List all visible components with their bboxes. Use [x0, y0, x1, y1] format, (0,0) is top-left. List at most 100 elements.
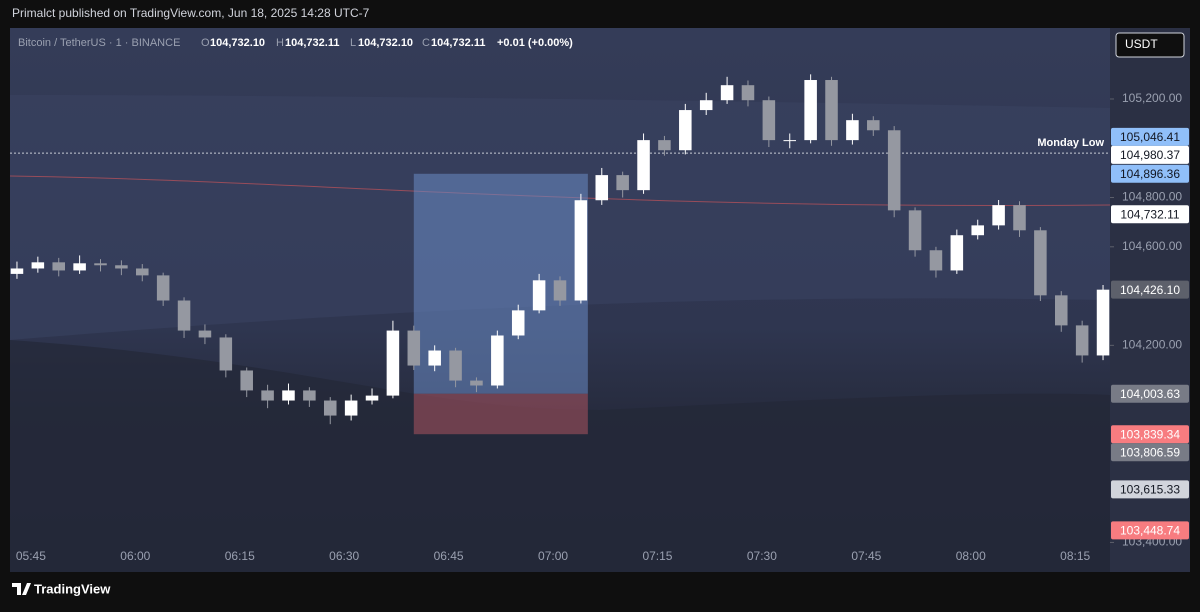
- candle-body: [846, 120, 859, 141]
- price-label-box: [1111, 425, 1189, 444]
- legend: Bitcoin / TetherUS · 1 · BINANCE O 104,7…: [18, 37, 573, 49]
- candle-body: [94, 263, 107, 266]
- candle-body: [156, 275, 170, 301]
- candle-body: [825, 80, 838, 141]
- x-tick-label: 07:15: [642, 549, 672, 563]
- price-label: 103,615.33: [1120, 483, 1180, 497]
- candle-body: [303, 390, 316, 401]
- candle-body: [783, 140, 797, 142]
- price-label: 104,896.36: [1120, 167, 1180, 181]
- candle-body: [992, 205, 1005, 226]
- ohlc-key: H: [276, 37, 284, 49]
- level-label: Monday Low: [1037, 137, 1104, 149]
- ohlc-value: 104,732.11: [431, 37, 485, 49]
- candle-body: [699, 100, 713, 111]
- change: +0.01 (+0.00%): [497, 37, 573, 49]
- ohlc-key: O: [201, 37, 210, 49]
- candle-body: [867, 120, 880, 131]
- y-tick-label: 104,800.00: [1122, 190, 1182, 204]
- candle-body: [950, 235, 964, 271]
- candle-body: [741, 85, 755, 101]
- candle-body: [511, 310, 525, 336]
- price-label-box: [1111, 164, 1189, 183]
- x-tick-label: 08:00: [956, 549, 986, 563]
- candle-body: [762, 100, 776, 141]
- ohlc-value: 104,732.11: [285, 37, 339, 49]
- candle-body: [136, 268, 149, 276]
- price-label-box: [1111, 384, 1189, 403]
- price-label: 104,003.63: [1120, 387, 1180, 401]
- x-tick-label: 06:15: [225, 549, 255, 563]
- y-tick-label: 104,200.00: [1122, 338, 1182, 352]
- x-tick-label: 06:00: [120, 549, 150, 563]
- price-label-box: [1111, 127, 1189, 146]
- candle-body: [240, 370, 253, 391]
- candle-body: [52, 262, 65, 271]
- candle-body: [386, 330, 400, 396]
- candle-body: [908, 210, 922, 251]
- candle-body: [553, 280, 567, 301]
- candle-body: [73, 263, 86, 271]
- candle-body: [10, 268, 24, 274]
- candle-body: [679, 110, 692, 151]
- price-label: 104,980.37: [1120, 148, 1180, 162]
- y-tick-label: 104,600.00: [1122, 239, 1182, 253]
- candle-body: [491, 335, 504, 386]
- price-label: 104,426.10: [1120, 283, 1180, 297]
- published-note: Primalct published on TradingView.com, J…: [12, 6, 370, 20]
- x-tick-label: 06:30: [329, 549, 359, 563]
- price-label-box: [1111, 480, 1189, 499]
- candle-body: [219, 337, 233, 371]
- brand: TradingView: [34, 581, 111, 596]
- candle-body: [365, 395, 379, 401]
- plot: 105,200.00 104,800.00 104,600.00 104,200.00…: [10, 74, 1189, 563]
- footer-logo: TradingView: [12, 581, 111, 596]
- candle-body: [261, 390, 274, 401]
- candle-body: [1013, 205, 1026, 231]
- candle-body: [449, 350, 462, 381]
- candle-body: [574, 200, 588, 301]
- candle-body: [595, 175, 609, 201]
- candle-body: [637, 140, 650, 191]
- currency: USDT: [1125, 37, 1158, 51]
- candle-body: [1055, 295, 1068, 326]
- ohlc-value: 104,732.10: [358, 37, 413, 49]
- price-label: 103,806.59: [1120, 445, 1180, 459]
- candle-body: [971, 225, 984, 236]
- price-label: 105,046.41: [1120, 130, 1180, 144]
- candle-body: [616, 175, 629, 191]
- candle-body: [407, 330, 421, 366]
- candle-body: [115, 265, 128, 269]
- candle-body: [1034, 230, 1047, 296]
- price-label-box: [1111, 205, 1189, 224]
- x-tick-label: 07:30: [747, 549, 777, 563]
- candle-body: [658, 140, 671, 151]
- candle-body: [470, 380, 483, 386]
- price-label: 103,839.34: [1120, 427, 1180, 441]
- price-label: 104,732.11: [1120, 207, 1179, 221]
- price-label: 103,448.74: [1120, 524, 1180, 538]
- x-tick-label: 07:45: [851, 549, 881, 563]
- candle-body: [428, 350, 441, 366]
- ohlc-value: 104,732.10: [210, 37, 265, 49]
- candle-body: [532, 280, 546, 311]
- candle-body: [804, 80, 817, 141]
- x-tick-label: 06:45: [434, 549, 464, 563]
- stop-zone: [413, 393, 588, 435]
- x-tick-label: 08:15: [1060, 549, 1090, 563]
- candle-body: [1075, 325, 1089, 356]
- logo-mark: [12, 583, 31, 595]
- price-label-box: [1111, 145, 1189, 164]
- y-tick-label: 105,200.00: [1122, 91, 1182, 105]
- currency-button[interactable]: [1115, 32, 1185, 58]
- candle-body: [344, 400, 358, 416]
- ohlc-key: C: [422, 37, 430, 49]
- candle-body: [177, 300, 191, 331]
- candle-body: [323, 400, 337, 416]
- candle-body: [887, 130, 901, 211]
- x-tick-label: 07:00: [538, 549, 568, 563]
- ohlc-key: L: [350, 37, 356, 49]
- candle-body: [282, 390, 295, 401]
